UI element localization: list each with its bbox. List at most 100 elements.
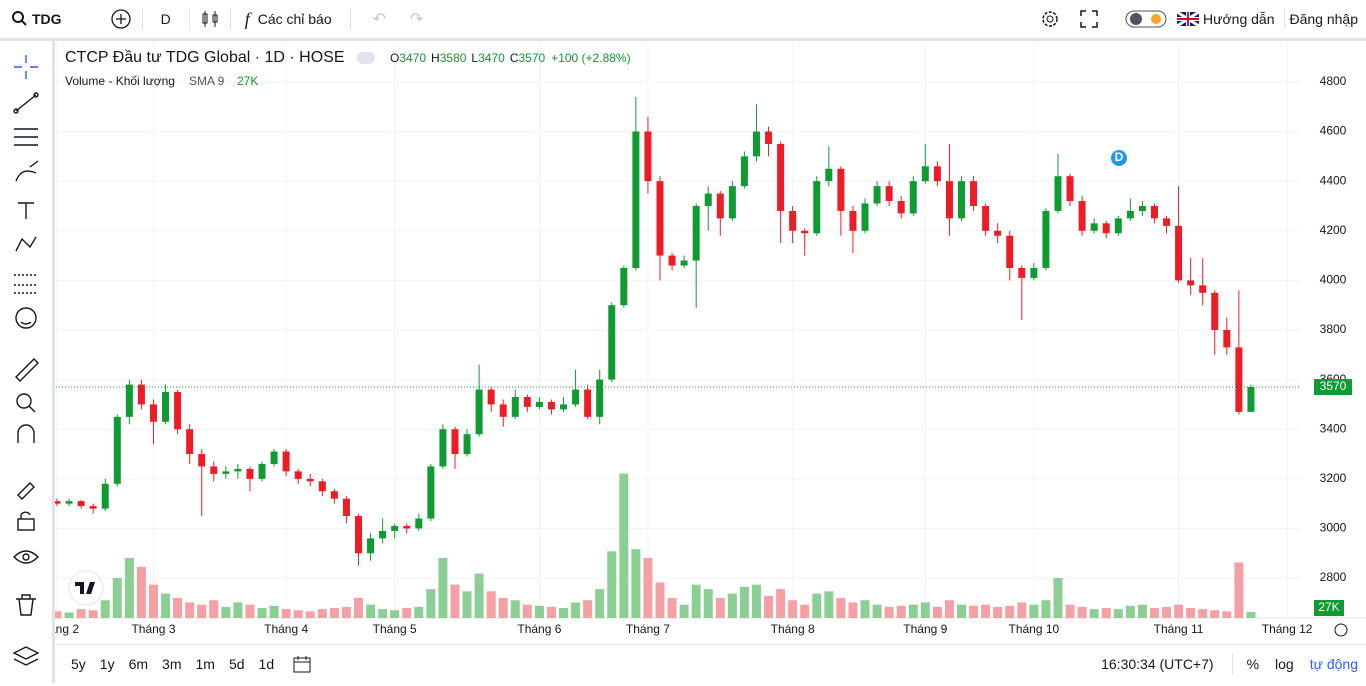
volume-bar [1029, 604, 1039, 618]
candle-body [330, 491, 338, 499]
volume-bar [836, 598, 846, 618]
candle-body [101, 483, 109, 509]
candle-body [1223, 330, 1231, 348]
range-button[interactable]: 1y [99, 656, 115, 672]
volume-bar [981, 604, 991, 618]
volume-bar [800, 604, 810, 618]
y-tick-label: 4400 [1320, 173, 1347, 187]
volume-bar [715, 598, 725, 618]
volume-bar [1113, 609, 1123, 618]
volume-bar [571, 602, 581, 618]
volume-bar [908, 604, 918, 618]
x-tick-label: Tháng 9 [903, 622, 947, 636]
ohlc-value: 3580 [440, 51, 467, 65]
candle-body [535, 401, 543, 407]
volume-bar [643, 558, 653, 618]
candle-body [765, 131, 773, 144]
volume-bar [727, 593, 737, 618]
clock: 16:30:34 (UTC+7) [1101, 656, 1214, 672]
range-button[interactable]: 1d [258, 656, 275, 672]
x-tick-label: Tháng 10 [1009, 622, 1060, 636]
settings[interactable] [1039, 8, 1061, 30]
change-label: +100 (+2.88%) [551, 51, 630, 65]
candle-body [885, 186, 893, 202]
candle-body [1126, 210, 1134, 219]
volume-bar [245, 604, 255, 618]
percent-toggle[interactable]: % [1246, 656, 1260, 672]
x-tick-label: Tháng 5 [373, 622, 417, 636]
range-button[interactable]: 6m [128, 656, 149, 672]
undo[interactable]: ↶ [372, 11, 387, 28]
candle-body [282, 451, 290, 472]
volume-bar [1137, 604, 1147, 618]
candle-body [246, 468, 254, 479]
auto-toggle[interactable]: tự động [1309, 656, 1358, 672]
redo[interactable]: ↷ [410, 11, 424, 28]
candle-body [945, 181, 953, 219]
candle-body [813, 181, 821, 234]
symbol[interactable]: TDG [32, 11, 62, 27]
guide[interactable]: Hướng dẫn [1203, 11, 1275, 27]
volume-bar [559, 608, 569, 618]
candle-body [1078, 201, 1086, 231]
volume-bar [703, 589, 713, 618]
sma-label: SMA 9 [189, 74, 225, 88]
range-button[interactable]: 5d [228, 656, 245, 672]
volume-bar [1174, 604, 1184, 618]
indicators[interactable]: Các chỉ báo [257, 11, 332, 27]
chart-style[interactable] [200, 8, 220, 30]
volume-bar [944, 600, 954, 618]
range-button[interactable]: 1m [195, 656, 215, 672]
theme-toggle[interactable] [1125, 8, 1167, 30]
volume-bar [197, 604, 207, 618]
volume-bar [341, 606, 351, 618]
volume-bar [185, 602, 195, 618]
log-toggle[interactable]: log [1275, 656, 1294, 672]
dividend-marker [1111, 150, 1127, 166]
collapse-button [357, 52, 375, 64]
candle-body [644, 131, 652, 182]
last-volume-label: 27K [237, 74, 258, 88]
candle-body [234, 468, 242, 472]
interval[interactable]: D [160, 11, 171, 27]
volume-bar [474, 573, 484, 618]
volume-bar [173, 598, 183, 618]
candle-body [210, 466, 218, 474]
candle-body [186, 429, 194, 455]
fullscreen[interactable] [1079, 9, 1099, 29]
x-tick-label: Tháng 8 [771, 622, 815, 636]
candle-body [921, 166, 929, 182]
add-symbol[interactable] [110, 8, 132, 30]
candle-body [1150, 205, 1158, 219]
candle-body [162, 392, 170, 422]
volume-bar [546, 606, 556, 618]
volume-bar [378, 609, 388, 618]
volume-bar [896, 605, 906, 618]
search-icon[interactable] [10, 9, 30, 29]
range-button[interactable]: 5y [71, 656, 86, 672]
candle-body [149, 404, 157, 422]
login[interactable]: Đăng nhập [1289, 11, 1358, 27]
volume-bar [1017, 602, 1027, 618]
volume-bar [1125, 605, 1135, 618]
volume-bar [993, 606, 1003, 618]
ohlc-value: 3470 [399, 51, 426, 65]
candle-body [897, 201, 905, 214]
uk-flag[interactable] [1177, 12, 1199, 26]
candle-body [1138, 205, 1146, 211]
date-range[interactable] [291, 653, 315, 675]
candle-body [1042, 210, 1050, 268]
candle-body [982, 205, 990, 231]
volume-bar [1198, 609, 1208, 618]
volume-bar [824, 591, 834, 618]
volume-bar [100, 600, 110, 618]
drawing-tools[interactable] [0, 41, 52, 681]
volume-bar [136, 566, 146, 618]
axis-settings [1334, 623, 1348, 637]
range-button[interactable]: 3m [162, 656, 182, 672]
volume-bar [776, 589, 786, 618]
candle-body [427, 466, 435, 519]
volume-bar [510, 600, 520, 618]
volume-bar [1210, 610, 1220, 618]
volume-bar [354, 598, 363, 618]
